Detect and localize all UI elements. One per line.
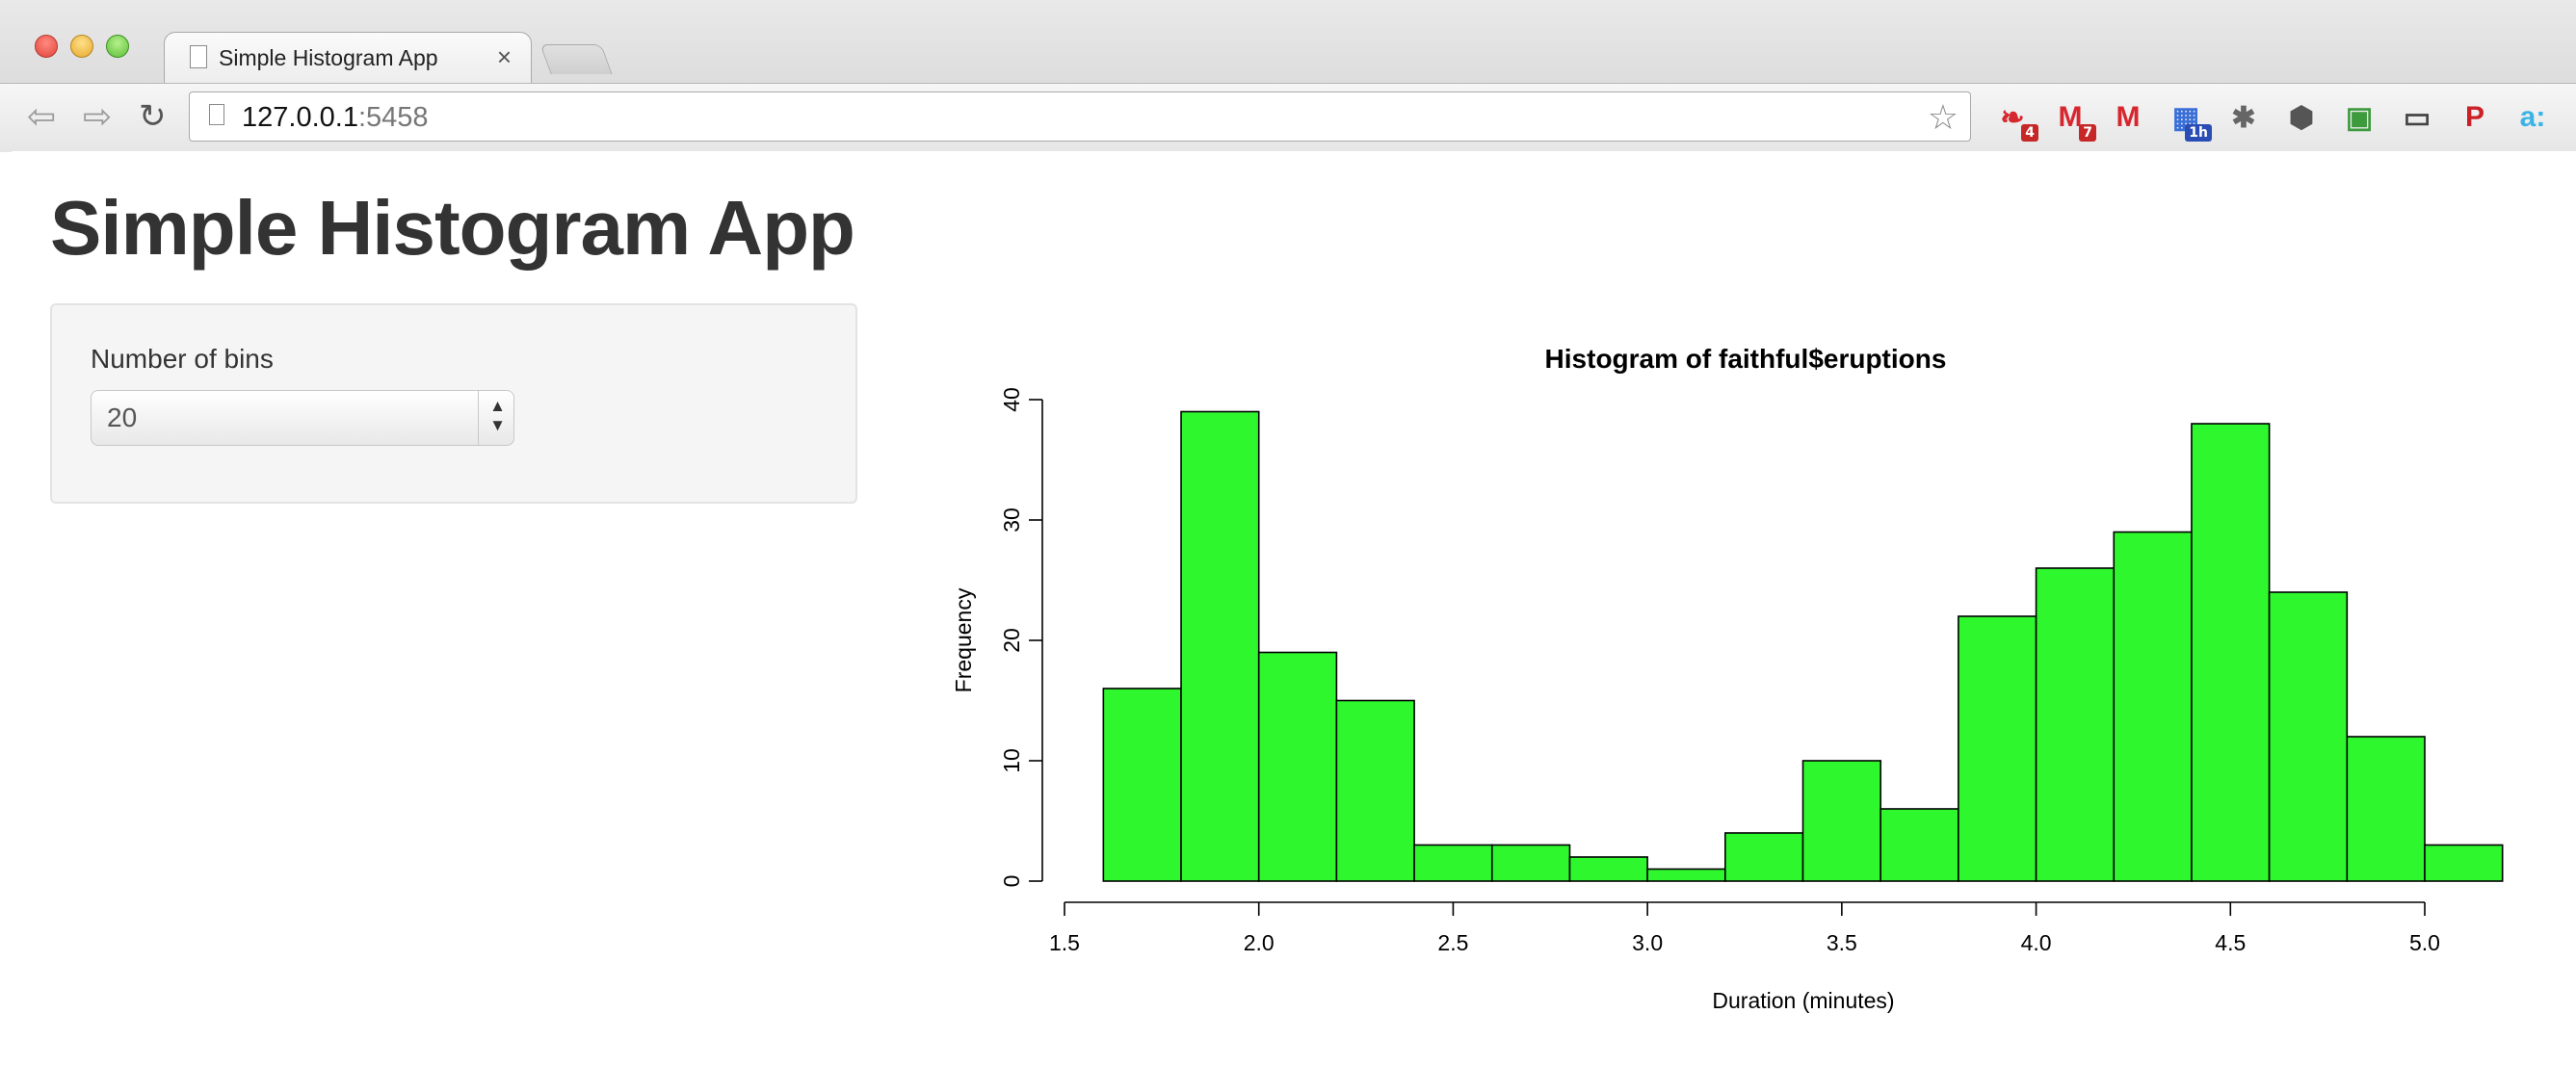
address-bar[interactable]: 127.0.0.1:5458 ☆: [189, 91, 1971, 142]
y-tick-label: 30: [999, 507, 1024, 533]
x-tick-label: 4.0: [2021, 930, 2052, 955]
extension-badge: 4: [2021, 124, 2038, 142]
histogram-bar: [1724, 832, 1804, 882]
ext-calendar-icon[interactable]: ▦ 1h: [2166, 97, 2212, 142]
tab-title: Simple Histogram App: [219, 45, 438, 70]
url-text[interactable]: 127.0.0.1:5458: [242, 102, 429, 134]
page-title: Simple Histogram App: [50, 185, 855, 271]
select-divider: [478, 391, 479, 445]
histogram-bar: [1646, 868, 1726, 882]
y-tick-label: 0: [999, 875, 1024, 888]
histogram-bar: [2268, 591, 2349, 882]
forward-arrow-icon[interactable]: ⇨: [83, 96, 113, 136]
ext-pinterest-icon-glyph: P: [2464, 101, 2484, 133]
x-tick-label: 5.0: [2409, 930, 2440, 955]
ext-red-bird-icon-glyph: ❧: [2000, 101, 2025, 134]
select-arrows-icon: ▲ ▼: [489, 397, 506, 434]
ext-cast-icon[interactable]: ▭: [2397, 97, 2437, 138]
extension-badge: 7: [2079, 124, 2096, 142]
back-arrow-icon[interactable]: ⇦: [27, 96, 57, 136]
chart-title: Histogram of faithful$eruptions: [1545, 344, 1947, 374]
histogram-bar: [1180, 410, 1260, 882]
histogram-bar: [1879, 808, 1959, 882]
histogram-bar: [2424, 844, 2504, 882]
histogram-bar: [1413, 844, 1493, 882]
x-tick-label: 2.0: [1244, 930, 1275, 955]
bins-value: 20: [107, 403, 138, 432]
close-tab-icon[interactable]: ×: [496, 42, 512, 71]
close-window-button[interactable]: [35, 35, 58, 58]
bins-select[interactable]: 20 ▲ ▼: [91, 390, 514, 446]
ext-gmail-alt-icon[interactable]: M: [2108, 97, 2148, 138]
histogram-bar: [1257, 651, 1338, 882]
x-tick-label: 1.5: [1049, 930, 1080, 955]
bookmark-star-icon[interactable]: ☆: [1927, 97, 1958, 137]
y-axis-label: Frequency: [951, 587, 976, 692]
ext-pinterest-icon[interactable]: P: [2455, 97, 2495, 138]
histogram-bar: [2191, 423, 2271, 882]
sidebar-panel: Number of bins 20 ▲ ▼: [50, 303, 857, 504]
x-axis-label: Duration (minutes): [1712, 988, 1894, 1013]
ext-gmail-icon-glyph: M: [2058, 101, 2083, 133]
ext-bug-icon-glyph: ✱: [2231, 101, 2256, 134]
ext-amazon-icon-glyph: a:: [2519, 101, 2546, 133]
ext-hex-icon[interactable]: ⬢: [2281, 97, 2322, 138]
ext-red-bird-icon[interactable]: ❧ 4: [1992, 97, 2038, 142]
x-tick-label: 3.0: [1632, 930, 1663, 955]
window-controls: [35, 35, 129, 58]
histogram-bar: [1490, 844, 1571, 882]
histogram-bar: [1568, 856, 1648, 882]
browser-tab[interactable]: Simple Histogram App ×: [164, 32, 532, 83]
browser-chrome: Simple Histogram App × ⇦ ⇨ ↻ 127.0.0.1:5…: [0, 0, 2576, 152]
extension-badge: 1h: [2185, 124, 2212, 142]
ext-gmail-alt-icon-glyph: M: [2116, 101, 2141, 133]
histogram-bar: [2346, 736, 2426, 882]
histogram-bar: [1801, 760, 1881, 882]
histogram-chart: Histogram of faithful$eruptions 1.5 2.0 2.5…: [951, 344, 2504, 1013]
x-tick-label: 3.5: [1827, 930, 1857, 955]
ext-cast-icon-glyph: ▭: [2403, 101, 2431, 134]
new-tab-button[interactable]: [539, 44, 613, 74]
x-tick-label: 4.5: [2215, 930, 2246, 955]
url-port: :5458: [357, 102, 429, 133]
ext-amazon-icon[interactable]: a:: [2512, 97, 2553, 138]
ext-evernote-icon-glyph: ▣: [2345, 101, 2374, 134]
histogram-bar: [2035, 567, 2116, 882]
page-icon: [190, 45, 207, 68]
histogram-bar: [1102, 688, 1182, 882]
page-content: Simple Histogram App Number of bins 20 ▲…: [12, 151, 2576, 1059]
ext-evernote-icon[interactable]: ▣: [2339, 97, 2379, 138]
page-icon: [209, 104, 224, 125]
reload-icon[interactable]: ↻: [139, 98, 167, 135]
x-tick-label: 2.5: [1437, 930, 1468, 955]
ext-hex-icon-glyph: ⬢: [2288, 101, 2315, 134]
bins-label: Number of bins: [91, 344, 274, 374]
zoom-window-button[interactable]: [106, 35, 129, 58]
histogram-bar: [1335, 699, 1415, 882]
ext-bug-icon[interactable]: ✱: [2223, 97, 2264, 138]
y-tick-label: 10: [999, 748, 1024, 773]
histogram-bar: [2113, 531, 2193, 882]
minimize-window-button[interactable]: [70, 35, 93, 58]
y-tick-label: 40: [999, 387, 1024, 412]
y-tick-label: 20: [999, 628, 1024, 653]
histogram-bar: [1958, 615, 2037, 882]
url-host: 127.0.0.1: [242, 102, 358, 133]
